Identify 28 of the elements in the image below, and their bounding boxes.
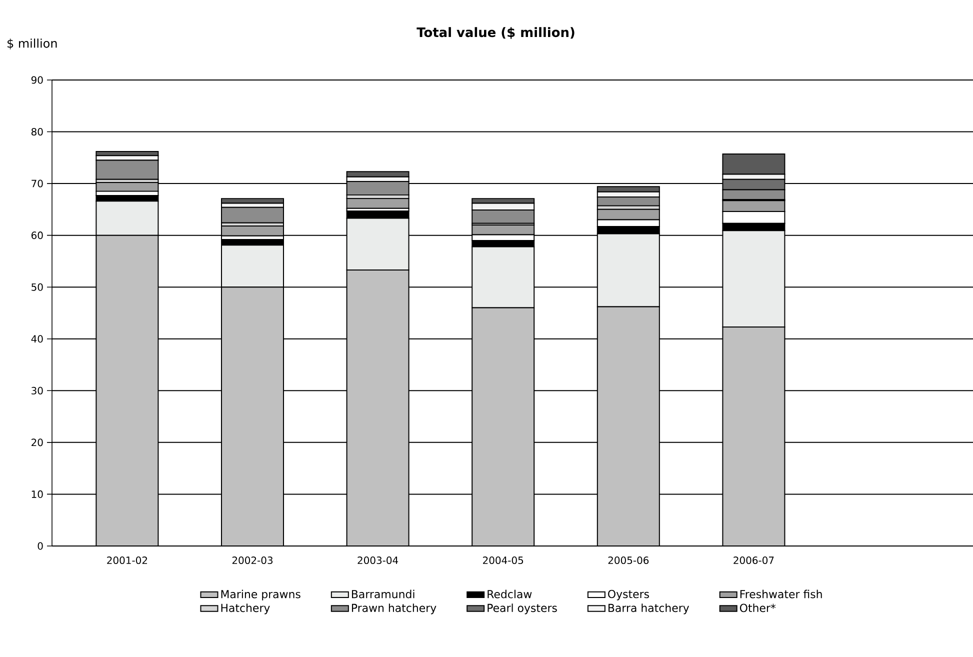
legend-label: Freshwater fish (740, 590, 822, 598)
y-tick-label: 60 (32, 232, 43, 240)
legend-label: Pearl oysters (488, 604, 557, 614)
legend-label: Barra hatchery (608, 604, 690, 614)
legend-label: Marine prawns (221, 590, 300, 600)
x-tick-label: 2001-02 (107, 556, 147, 564)
legend-label: Oysters (608, 590, 649, 600)
x-tick-label: 2005-06 (608, 556, 649, 564)
y-tick-label: 80 (31, 128, 43, 136)
legend-label: Prawn hatchery (352, 604, 436, 614)
y-tick-label: 90 (31, 76, 43, 84)
legend-label: Hatchery (221, 604, 270, 614)
y-axis-title: $ million (8, 38, 57, 50)
y-tick-label: 40 (31, 335, 43, 343)
x-tick-label: 2002-03 (232, 556, 273, 564)
y-tick-label: 0 (38, 542, 43, 550)
y-tick-label: 30 (32, 386, 43, 394)
legend-label: Barramundi (352, 590, 414, 598)
y-tick-label: 70 (32, 180, 43, 188)
y-tick-label: 20 (32, 438, 43, 446)
x-tick-label: 2003-04 (358, 556, 398, 564)
legend-label: Redclaw (488, 590, 532, 598)
y-tick-label: 50 (32, 283, 43, 291)
x-tick-label: 2006-07 (734, 556, 774, 564)
chart-title: Total value ($ million) (416, 27, 574, 39)
y-tick-label: 10 (32, 490, 43, 498)
legend-label: Other* (740, 604, 776, 612)
x-tick-label: 2004-05 (483, 556, 524, 564)
